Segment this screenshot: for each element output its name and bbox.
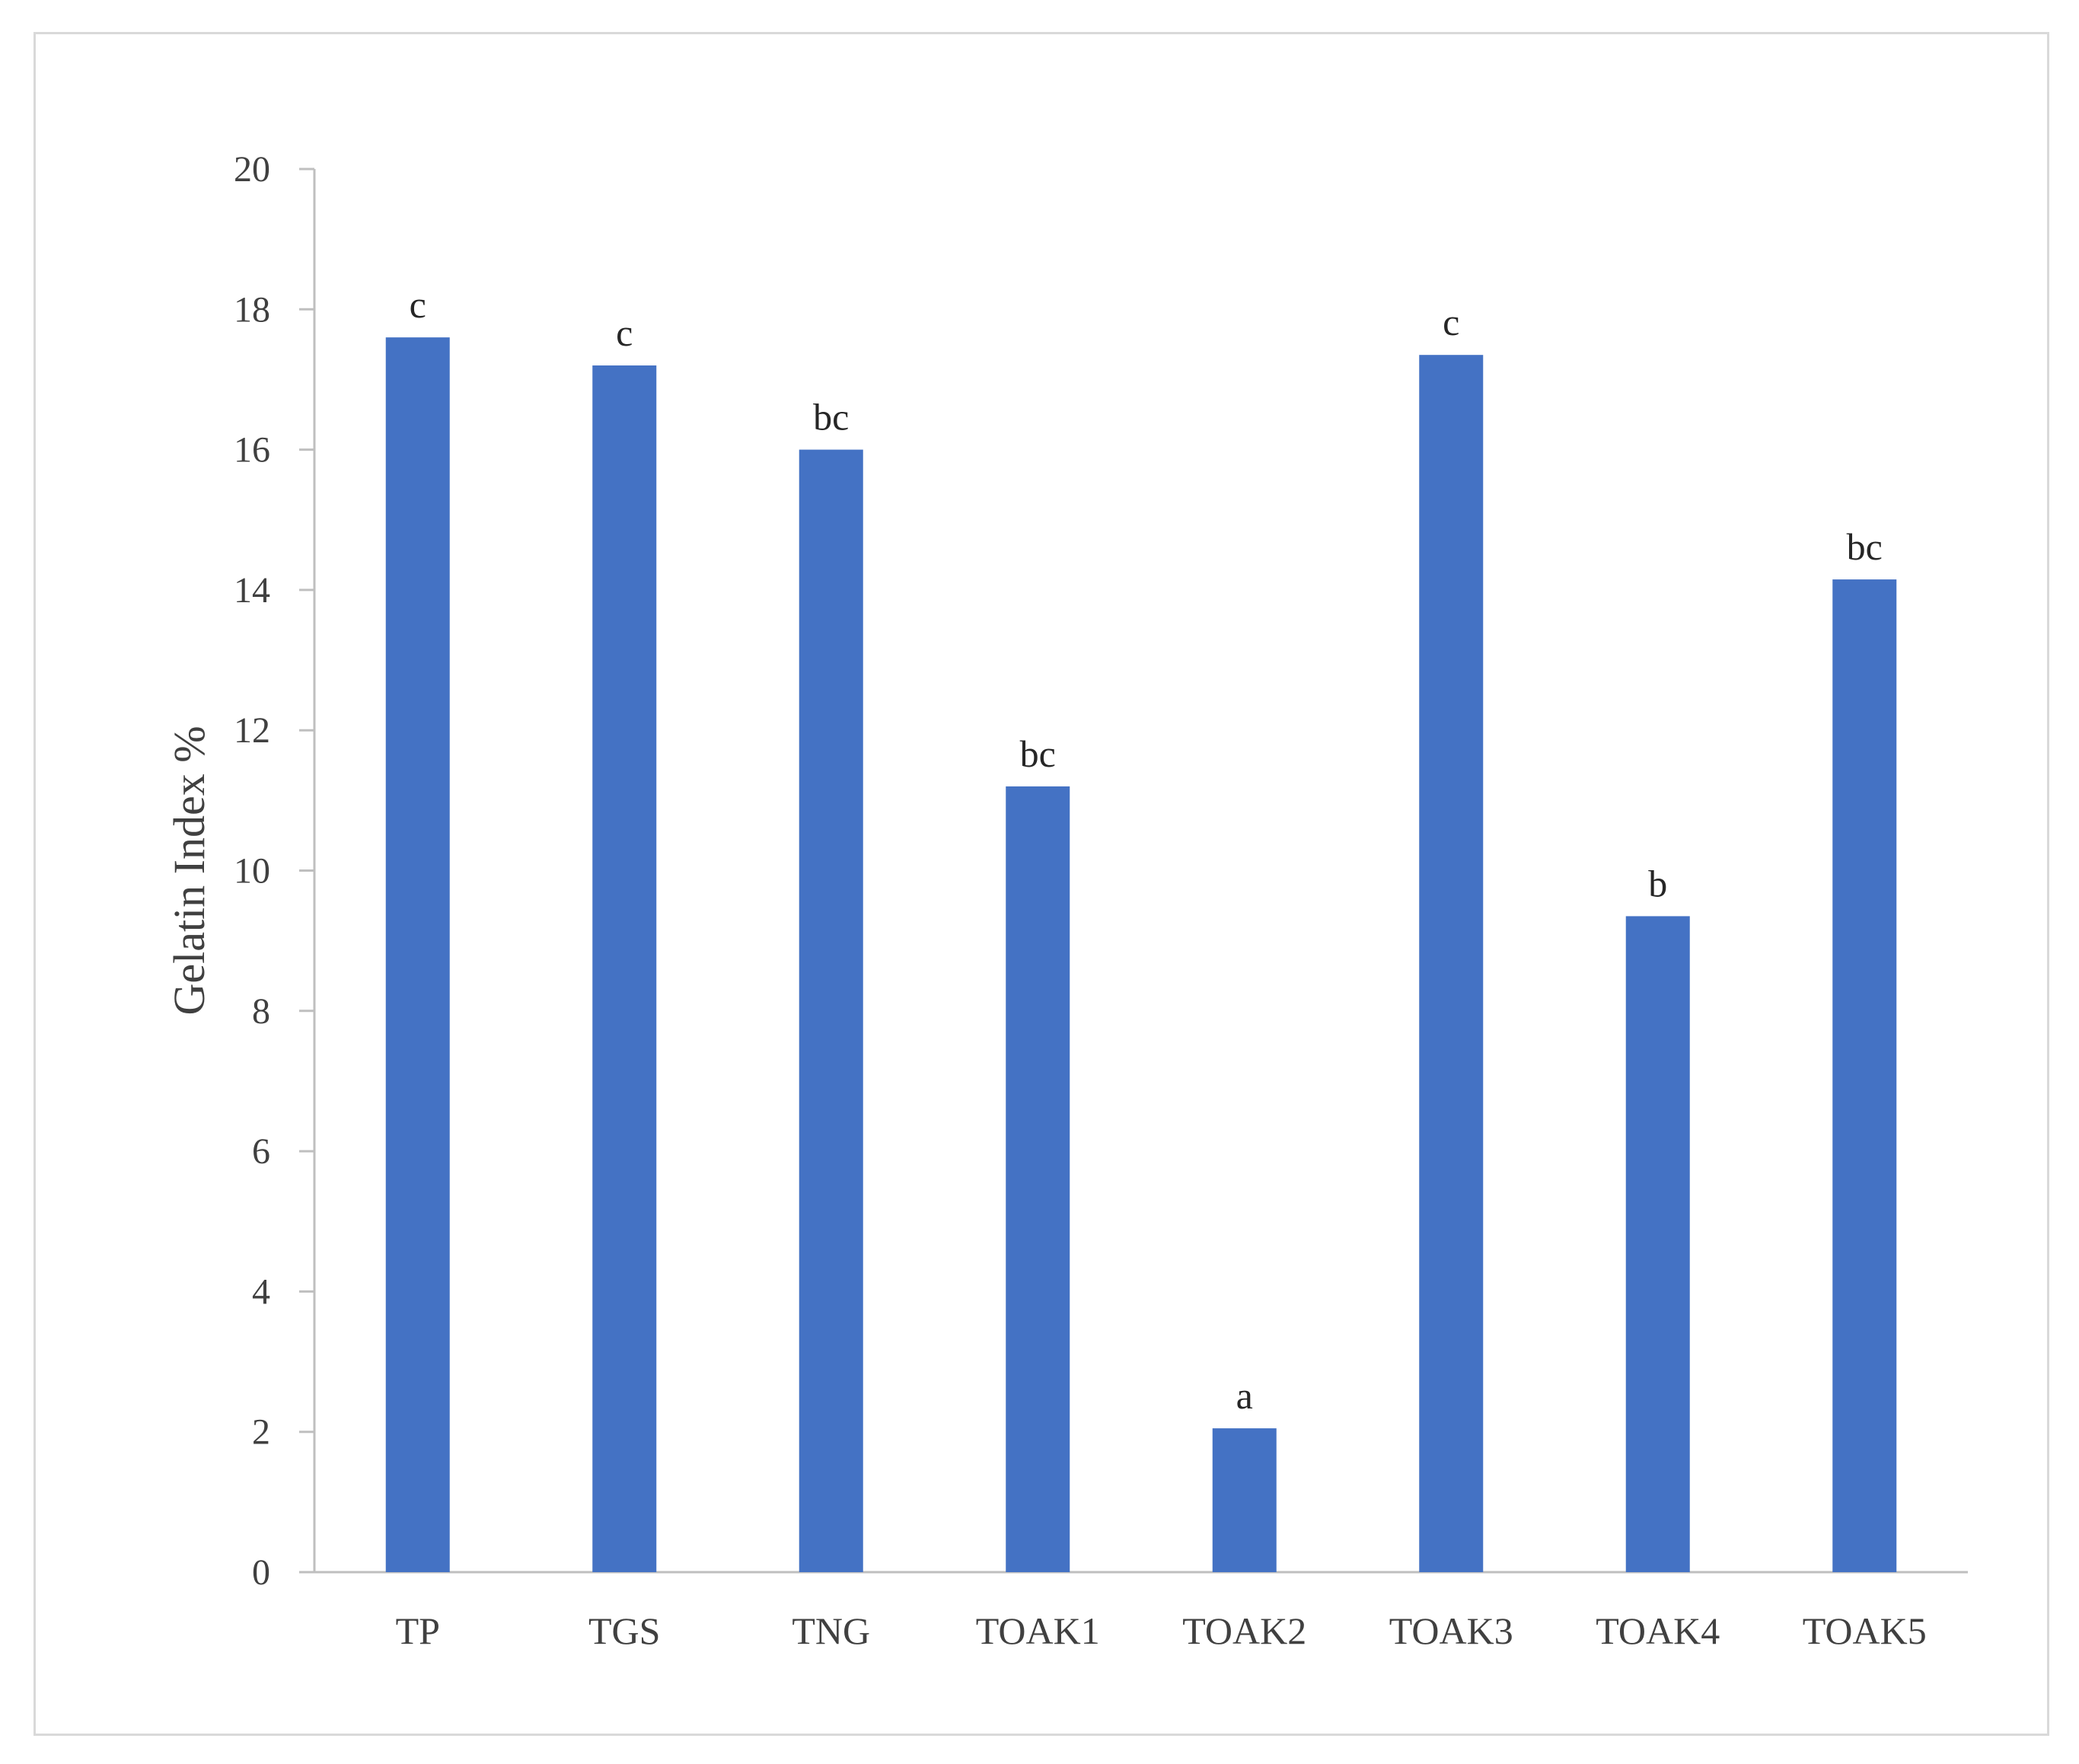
- bar-tng: [799, 449, 863, 1572]
- x-tick-label: TOAK3: [1389, 1609, 1513, 1652]
- y-tick-label: 8: [252, 991, 270, 1032]
- x-tick-label: TP: [396, 1609, 440, 1652]
- x-tick-label: TOAK4: [1596, 1609, 1720, 1652]
- significance-label: a: [1236, 1374, 1253, 1417]
- significance-label: bc: [813, 396, 849, 439]
- y-tick-label: 10: [234, 851, 270, 892]
- y-tick-label: 20: [234, 149, 270, 190]
- y-tick-label: 4: [252, 1271, 270, 1312]
- x-tick-label: TOAK1: [976, 1609, 1100, 1652]
- labels: Gelatin Index %TPcTGScTNGbcTOAK1bcTOAK2a…: [164, 283, 1927, 1652]
- y-tick-label: 2: [252, 1412, 270, 1453]
- y-tick-label: 12: [234, 710, 270, 751]
- bar-tp: [385, 337, 450, 1572]
- significance-label: b: [1648, 862, 1667, 904]
- bar-toak5: [1832, 579, 1897, 1572]
- significance-label: c: [616, 311, 633, 354]
- significance-label: bc: [1847, 525, 1883, 568]
- x-tick-label: TOAK5: [1803, 1609, 1927, 1652]
- bar-toak3: [1419, 355, 1484, 1572]
- y-tick-label: 0: [252, 1552, 270, 1593]
- y-tick-label: 14: [234, 570, 270, 611]
- significance-label: c: [410, 283, 426, 326]
- bar-toak1: [1006, 786, 1070, 1572]
- significance-label: c: [1443, 301, 1459, 343]
- y-tick-label: 16: [234, 430, 270, 471]
- bar-toak2: [1212, 1428, 1277, 1572]
- bar-toak4: [1625, 916, 1690, 1572]
- x-tick-label: TGS: [588, 1609, 660, 1652]
- y-tick-label: 18: [234, 289, 270, 330]
- bar-tgs: [592, 365, 657, 1572]
- x-tick-label: TNG: [792, 1609, 870, 1652]
- bars: [385, 337, 1897, 1572]
- significance-label: bc: [1020, 732, 1056, 775]
- axes: 0 2 4 6 8 10 12 14 16 18 20: [234, 149, 1968, 1593]
- y-axis-title: Gelatin Index %: [164, 726, 214, 1015]
- x-tick-label: TOAK2: [1182, 1609, 1306, 1652]
- y-tick-label: 6: [252, 1131, 270, 1172]
